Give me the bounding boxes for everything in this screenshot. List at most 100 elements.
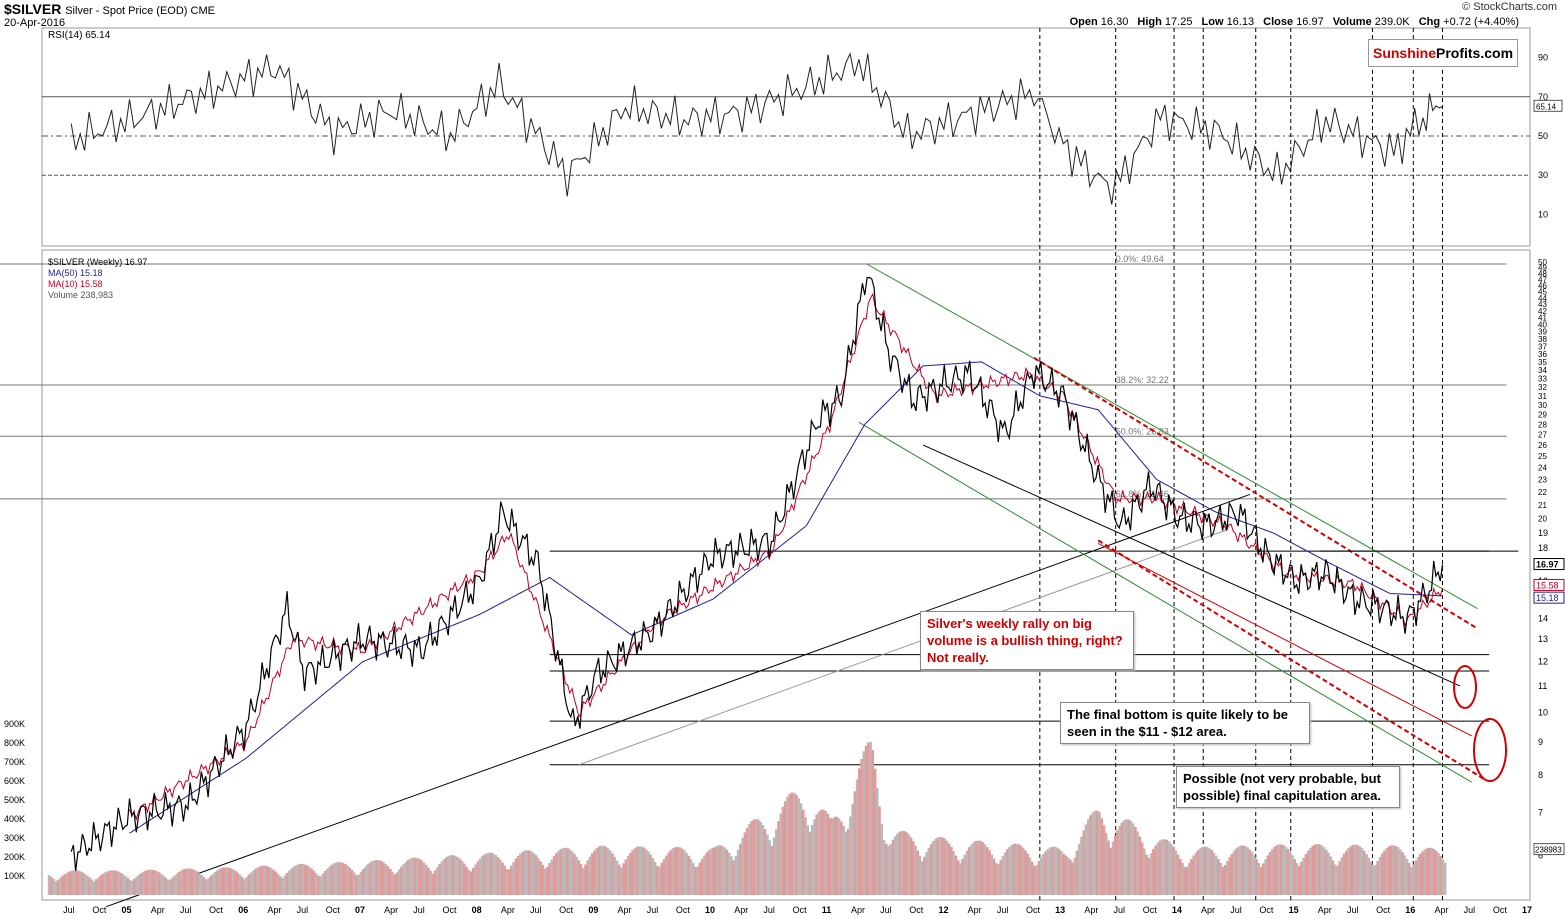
volume-bar xyxy=(1012,843,1016,895)
volume-bar xyxy=(763,829,767,895)
volume-bar xyxy=(613,856,616,895)
volume-bar xyxy=(326,868,329,895)
volume-bar xyxy=(1129,820,1133,895)
volume-bar xyxy=(692,863,695,895)
fib-label: 61.8%: 21.46 xyxy=(1116,489,1169,499)
volume-bar xyxy=(335,862,338,895)
volume-bar xyxy=(902,831,906,895)
volume-bar xyxy=(1116,830,1119,895)
rsi-tick-label: 90 xyxy=(1538,53,1548,63)
volume-bar xyxy=(303,864,307,895)
volume-bar xyxy=(404,861,408,895)
volume-bar xyxy=(575,856,578,895)
volume-bar xyxy=(362,869,365,895)
x-tick-label: 16 xyxy=(1405,905,1415,915)
price-tick-label: 27 xyxy=(1538,431,1547,440)
sunshine-profits-logo[interactable]: Sunshine Profits.com xyxy=(1368,39,1518,67)
volume-bar xyxy=(983,844,987,895)
volume-bar xyxy=(135,876,138,895)
volume-bar xyxy=(1259,867,1263,895)
volume-last-box xyxy=(1533,843,1565,856)
volume-bar xyxy=(1084,824,1088,895)
volume-bar xyxy=(97,877,100,895)
volume-bar xyxy=(1214,855,1218,895)
x-tick-label: Apr xyxy=(734,905,748,915)
value-box xyxy=(1533,578,1565,591)
volume-bar xyxy=(130,880,134,895)
volume-bar xyxy=(1158,840,1162,895)
volume-bar xyxy=(1089,815,1092,895)
volume-bar xyxy=(101,873,105,895)
volume-bar xyxy=(808,831,812,895)
volume-bar xyxy=(103,872,107,895)
volume-bar xyxy=(1087,819,1090,895)
volume-bar xyxy=(1033,865,1036,895)
volume-bar xyxy=(1264,859,1267,895)
volume-tick-label: 100K xyxy=(4,871,25,881)
rsi-tick-label: 30 xyxy=(1538,170,1548,180)
price-panel-frame xyxy=(41,249,1531,901)
x-tick-label: Oct xyxy=(92,905,107,915)
volume-bar xyxy=(923,856,926,895)
volume-bar xyxy=(332,863,336,895)
volume-bar xyxy=(1374,864,1377,895)
volume-bar xyxy=(121,874,125,895)
volume-bar xyxy=(1179,858,1182,895)
volume-bar xyxy=(853,791,857,895)
volume-bar xyxy=(1143,848,1146,895)
volume-bar xyxy=(1203,846,1207,895)
volume-bar xyxy=(795,794,798,895)
volume-bar xyxy=(1176,854,1180,895)
volume-bar xyxy=(864,745,868,895)
x-tick-label: Oct xyxy=(1143,905,1158,915)
volume-bar xyxy=(1333,864,1337,895)
red-dash-upper xyxy=(1033,357,1479,630)
volume-bar xyxy=(988,850,991,895)
volume-bar xyxy=(555,853,558,895)
volume-bar xyxy=(849,816,852,895)
rsi-tick-label: 50 xyxy=(1538,131,1548,141)
volume-bar xyxy=(415,858,419,895)
price-tick-label: 14 xyxy=(1538,613,1548,623)
x-tick-label: Jul xyxy=(880,905,892,915)
volume-bar xyxy=(833,816,836,895)
volume-bar xyxy=(674,847,677,895)
volume-bar xyxy=(270,868,273,895)
volume-bar xyxy=(658,866,661,895)
volume-bar xyxy=(1019,845,1023,895)
rsi-panel-frame xyxy=(41,27,1531,247)
volume-bar xyxy=(50,877,53,895)
volume-bar xyxy=(1066,857,1070,895)
volume-bar xyxy=(1008,846,1011,895)
volume-bar xyxy=(1313,844,1317,895)
volume-bar xyxy=(1369,861,1373,895)
volume-bar xyxy=(285,872,289,895)
volume-bar xyxy=(436,867,439,895)
volume-bar xyxy=(281,878,284,895)
volume-bar xyxy=(498,859,502,895)
volume-bar xyxy=(202,877,206,895)
volume-bar xyxy=(153,870,156,895)
volume-bar xyxy=(339,862,343,895)
volume-bar xyxy=(961,858,964,895)
volume-bar xyxy=(1441,859,1445,895)
volume-bar xyxy=(74,870,78,895)
volume-bar xyxy=(155,871,159,895)
price-tick-label: 40 xyxy=(1538,320,1547,329)
volume-bar xyxy=(1107,840,1110,895)
volume-bar xyxy=(431,873,435,895)
volume-bar xyxy=(357,874,361,895)
volume-bar xyxy=(1376,860,1380,895)
volume-bar xyxy=(301,863,304,895)
volume-bar xyxy=(59,877,62,895)
volume-bar xyxy=(162,875,165,895)
volume-bar xyxy=(81,872,85,895)
volume-bar xyxy=(579,864,583,895)
x-tick-label: Jul xyxy=(180,905,192,915)
volume-bar xyxy=(860,759,863,895)
volume-bar xyxy=(1037,861,1041,895)
price-tick-label: 20 xyxy=(1538,515,1547,524)
volume-bar xyxy=(1015,843,1018,895)
volume-bar xyxy=(1358,846,1362,895)
volume-bar xyxy=(752,819,756,895)
